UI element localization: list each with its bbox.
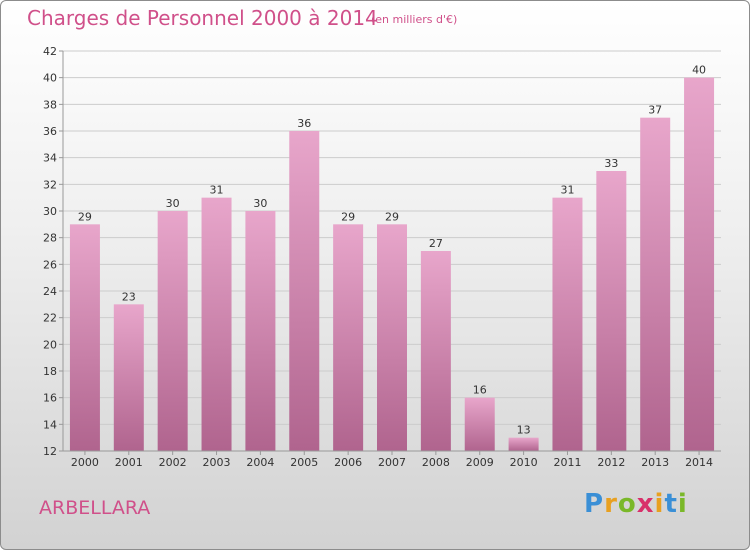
- x-tick-label: 2011: [553, 456, 581, 469]
- y-tick-label: 20: [43, 338, 57, 351]
- chart-title: Charges de Personnel 2000 à 2014: [27, 6, 378, 30]
- commune-name: ARBELLARA: [39, 497, 151, 519]
- x-tick-label: 2008: [422, 456, 450, 469]
- y-tick-label: 18: [43, 365, 57, 378]
- y-tick-label: 12: [43, 445, 57, 458]
- bar: [201, 197, 232, 451]
- bar: [377, 224, 407, 451]
- bar: [508, 437, 539, 451]
- x-tick-label: 2007: [378, 456, 406, 469]
- data-label: 31: [560, 184, 574, 197]
- data-label: 40: [692, 64, 706, 77]
- y-tick-label: 14: [43, 418, 57, 431]
- data-label: 13: [517, 424, 531, 437]
- y-tick-label: 30: [43, 205, 57, 218]
- data-label: 16: [473, 384, 487, 397]
- y-tick-label: 34: [43, 152, 57, 165]
- x-tick-label: 2013: [641, 456, 669, 469]
- bar: [684, 77, 715, 452]
- data-label: 29: [78, 210, 92, 223]
- y-tick-label: 38: [43, 98, 57, 111]
- x-tick-label: 2006: [334, 456, 362, 469]
- x-tick-label: 2004: [246, 456, 274, 469]
- x-tick-label: 2014: [685, 456, 713, 469]
- bar: [289, 131, 320, 451]
- bar: [552, 197, 583, 451]
- x-tick-label: 2009: [466, 456, 494, 469]
- bar: [69, 224, 100, 451]
- x-tick-label: 2005: [290, 456, 318, 469]
- bar: [245, 211, 276, 451]
- data-label: 33: [604, 157, 618, 170]
- data-label: 27: [429, 237, 443, 250]
- bar: [333, 224, 364, 451]
- proxiti-logo[interactable]: Proxiti: [584, 489, 688, 519]
- bar: [113, 304, 144, 451]
- y-tick-label: 32: [43, 178, 57, 191]
- data-label: 30: [253, 197, 267, 210]
- chart-subtitle: (en milliers d'€): [371, 13, 458, 26]
- data-label: 23: [122, 290, 136, 303]
- y-tick-label: 16: [43, 392, 57, 405]
- bar: [640, 117, 671, 452]
- bar: [596, 171, 627, 451]
- y-tick-label: 28: [43, 232, 57, 245]
- y-tick-label: 42: [43, 45, 57, 58]
- x-tick-label: 2001: [115, 456, 143, 469]
- x-tick-label: 2000: [71, 456, 99, 469]
- data-labels: 29 23 30 31 30 36 29 29 27 16 13 31 33 37 40: [78, 64, 706, 437]
- bar: [464, 397, 495, 451]
- y-tick-label: 22: [43, 312, 57, 325]
- y-tick-label: 24: [43, 285, 57, 298]
- axes: 12 14 16 18 20 22 24 26 28 30 32 34 36 38 40 42 2000 2001…: [43, 45, 721, 469]
- y-tick-label: 36: [43, 125, 57, 138]
- y-tick-label: 26: [43, 258, 57, 271]
- data-label: 29: [385, 210, 399, 223]
- bar: [420, 251, 451, 451]
- data-label: 31: [210, 184, 224, 197]
- bar: [157, 211, 188, 451]
- bars: [69, 77, 715, 452]
- y-tick-label: 40: [43, 72, 57, 85]
- x-tick-label: 2012: [597, 456, 625, 469]
- x-tick-label: 2010: [510, 456, 538, 469]
- x-tick-label: 2002: [159, 456, 187, 469]
- data-label: 30: [166, 197, 180, 210]
- data-label: 37: [648, 104, 662, 117]
- x-tick-label: 2003: [203, 456, 231, 469]
- data-label: 29: [341, 210, 355, 223]
- data-label: 36: [297, 117, 311, 130]
